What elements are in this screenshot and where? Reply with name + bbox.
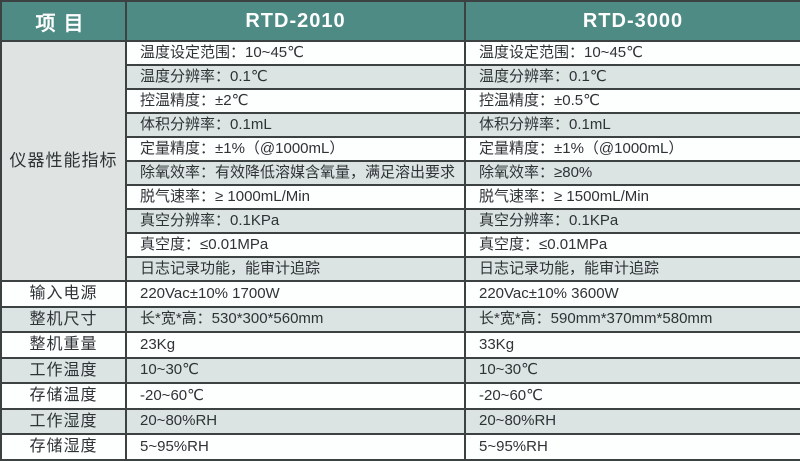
cell-rtd3000-power-input: 220Vac±10% 3600W <box>464 280 800 308</box>
table-row: 仪器性能指标 温度设定范围：10~45℃ 温度设定范围：10~45℃ <box>0 39 800 283</box>
cell-rtd3000-vacuum-degree: 真空度：≤0.01MPa <box>464 232 800 259</box>
cell-rtd2010-vacuum-degree: 真空度：≤0.01MPa <box>125 232 466 259</box>
cell-rtd2010-vacuum-resolution: 真空分辨率：0.1KPa <box>125 208 466 235</box>
row-label-machine-weight: 整机重量 <box>0 331 127 359</box>
perf-group-label: 仪器性能指标 <box>0 39 127 283</box>
row-label-machine-size: 整机尺寸 <box>0 305 127 334</box>
header-row: 项目 RTD-2010 RTD-3000 <box>0 0 800 42</box>
cell-rtd3000-quantify-accuracy: 定量精度：±1%（@1000mL） <box>464 136 800 163</box>
cell-rtd2010-working-temp: 10~30℃ <box>125 356 466 385</box>
cell-rtd3000-audit-log: 日志记录功能，能审计追踪 <box>464 256 800 283</box>
cell-rtd3000-working-humidity: 20~80%RH <box>464 407 800 436</box>
table-row: 真空度：≤0.01MPa 真空度：≤0.01MPa <box>1 232 800 259</box>
cell-rtd2010-temp-resolution: 温度分辨率：0.1℃ <box>125 64 466 91</box>
cell-rtd3000-vacuum-resolution: 真空分辨率：0.1KPa <box>464 208 800 235</box>
row-label-storage-humidity: 存储湿度 <box>0 433 127 461</box>
table-row: 定量精度：±1%（@1000mL） 定量精度：±1%（@1000mL） <box>1 136 800 163</box>
table-row: 脱气速率：≥ 1000mL/Min 脱气速率：≥ 1500mL/Min <box>1 184 800 211</box>
cell-rtd3000-degas-rate: 脱气速率：≥ 1500mL/Min <box>464 184 800 211</box>
cell-rtd3000-volume-resolution: 体积分辨率：0.1mL <box>464 112 800 139</box>
cell-rtd2010-temp-range: 温度设定范围：10~45℃ <box>125 39 466 67</box>
cell-rtd3000-temp-range: 温度设定范围：10~45℃ <box>464 39 800 67</box>
cell-rtd3000-temp-accuracy: 控温精度：±0.5℃ <box>464 88 800 115</box>
cell-rtd2010-storage-humidity: 5~95%RH <box>125 433 466 461</box>
table-row: 工作温度 10~30℃ 10~30℃ <box>0 356 800 385</box>
cell-rtd3000-deoxygen-efficiency: 除氧效率：≥80% <box>464 160 800 187</box>
row-label-working-humidity: 工作湿度 <box>0 407 127 436</box>
row-label-working-temp: 工作温度 <box>0 356 127 385</box>
table-row: 整机重量 23Kg 33Kg <box>0 331 800 359</box>
table-row: 体积分辨率：0.1mL 体积分辨率：0.1mL <box>1 112 800 139</box>
cell-rtd3000-storage-humidity: 5~95%RH <box>464 433 800 461</box>
cell-rtd2010-machine-weight: 23Kg <box>125 331 466 359</box>
table-row: 存储湿度 5~95%RH 5~95%RH <box>0 433 800 461</box>
row-label-storage-temp: 存储温度 <box>0 382 127 410</box>
cell-rtd3000-machine-weight: 33Kg <box>464 331 800 359</box>
cell-rtd2010-storage-temp: -20~60℃ <box>125 382 466 410</box>
cell-rtd3000-storage-temp: -20~60℃ <box>464 382 800 410</box>
row-label-power-input: 输入电源 <box>0 280 127 308</box>
cell-rtd2010-working-humidity: 20~80%RH <box>125 407 466 436</box>
cell-rtd2010-audit-log: 日志记录功能，能审计追踪 <box>125 256 466 283</box>
cell-rtd3000-machine-size: 长*宽*高：590mm*370mm*580mm <box>464 305 800 334</box>
cell-rtd3000-working-temp: 10~30℃ <box>464 356 800 385</box>
cell-rtd2010-power-input: 220Vac±10% 1700W <box>125 280 466 308</box>
header-rtd3000: RTD-3000 <box>464 0 800 42</box>
table-row: 真空分辨率：0.1KPa 真空分辨率：0.1KPa <box>1 208 800 235</box>
cell-rtd2010-quantify-accuracy: 定量精度：±1%（@1000mL） <box>125 136 466 163</box>
table-row: 除氧效率：有效降低溶媒含氧量，满足溶出要求 除氧效率：≥80% <box>1 160 800 187</box>
table-row: 存储温度 -20~60℃ -20~60℃ <box>0 382 800 410</box>
cell-rtd2010-temp-accuracy: 控温精度：±2℃ <box>125 88 466 115</box>
table-row: 输入电源 220Vac±10% 1700W 220Vac±10% 3600W <box>0 280 800 308</box>
cell-rtd2010-deoxygen-efficiency: 除氧效率：有效降低溶媒含氧量，满足溶出要求 <box>125 160 466 187</box>
cell-rtd2010-degas-rate: 脱气速率：≥ 1000mL/Min <box>125 184 466 211</box>
table-row: 温度分辨率：0.1℃ 温度分辨率：0.1℃ <box>1 64 800 91</box>
table-row: 控温精度：±2℃ 控温精度：±0.5℃ <box>1 88 800 115</box>
table-row: 日志记录功能，能审计追踪 日志记录功能，能审计追踪 <box>1 256 800 283</box>
table-row: 整机尺寸 长*宽*高：530*300*560mm 长*宽*高：590mm*370… <box>0 305 800 334</box>
cell-rtd2010-volume-resolution: 体积分辨率：0.1mL <box>125 112 466 139</box>
table-row: 工作湿度 20~80%RH 20~80%RH <box>0 407 800 436</box>
header-rtd2010: RTD-2010 <box>125 0 466 42</box>
cell-rtd2010-machine-size: 长*宽*高：530*300*560mm <box>125 305 466 334</box>
cell-rtd3000-temp-resolution: 温度分辨率：0.1℃ <box>464 64 800 91</box>
header-project: 项目 <box>0 0 127 42</box>
